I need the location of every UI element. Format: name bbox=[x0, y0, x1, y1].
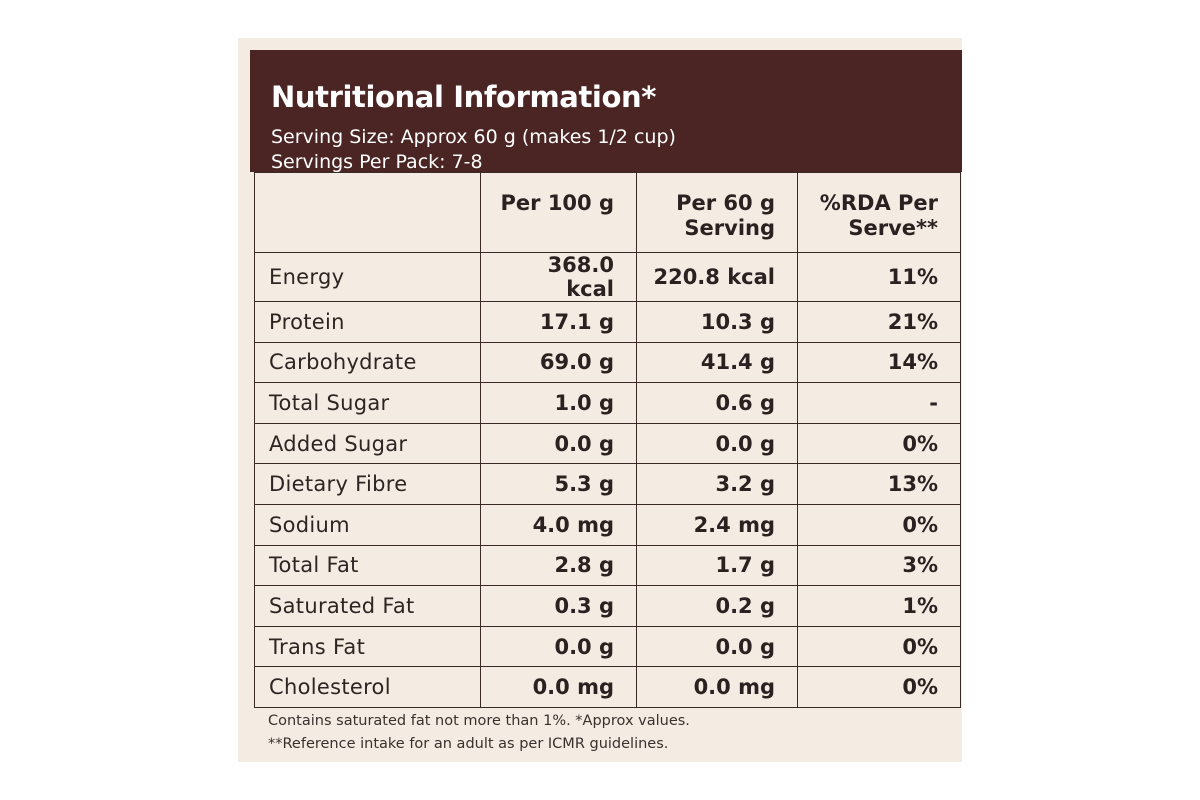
nutrient-name: Saturated Fat bbox=[254, 585, 481, 627]
table-row: Trans Fat 0.0 g 0.0 g 0% bbox=[254, 625, 961, 668]
table-header-row: Per 100 g Per 60 g Serving %RDA Per Serve*… bbox=[254, 172, 961, 253]
table-row: Cholesterol 0.0 mg 0.0 mg 0% bbox=[254, 666, 961, 708]
per-100g-value: 0.0 mg bbox=[480, 666, 637, 708]
nutrition-label: Nutritional Information* Serving Size: A… bbox=[238, 38, 962, 762]
nutrient-name: Added Sugar bbox=[254, 422, 481, 465]
label-title: Nutritional Information* bbox=[271, 80, 657, 114]
per-100g-value: 0.3 g bbox=[480, 585, 637, 627]
per-100g-value: 5.3 g bbox=[480, 463, 637, 505]
table-row: Sodium 4.0 mg 2.4 mg 0% bbox=[254, 503, 961, 546]
nutrient-name: Total Fat bbox=[254, 544, 481, 587]
per-serving-value: 3.2 g bbox=[636, 463, 798, 505]
table-row: Total Fat 2.8 g 1.7 g 3% bbox=[254, 544, 961, 587]
serving-size: Serving Size: Approx 60 g (makes 1/2 cup… bbox=[271, 126, 676, 148]
footnotes: Contains saturated fat not more than 1%.… bbox=[268, 710, 690, 756]
nutrient-name: Protein bbox=[254, 301, 481, 343]
nutrient-name: Cholesterol bbox=[254, 666, 481, 708]
nutrient-name: Carbohydrate bbox=[254, 341, 481, 384]
rda-value: 0% bbox=[797, 666, 961, 708]
rda-value: 11% bbox=[797, 252, 961, 302]
table-row: Total Sugar 1.0 g 0.6 g- bbox=[254, 382, 961, 424]
column-header-per-100g: Per 100 g bbox=[480, 172, 637, 253]
column-header-per-serving: Per 60 g Serving bbox=[636, 172, 798, 253]
nutrient-name: Total Sugar bbox=[254, 382, 481, 424]
nutrient-name: Dietary Fibre bbox=[254, 463, 481, 505]
table-row: Added Sugar 0.0 g 0.0 g 0% bbox=[254, 422, 961, 465]
per-100g-value: 0.0 g bbox=[480, 422, 637, 465]
table-row: Dietary Fibre 5.3 g 3.2 g 13% bbox=[254, 463, 961, 505]
rda-value: 13% bbox=[797, 463, 961, 505]
rda-value: 0% bbox=[797, 625, 961, 668]
rda-value: 3% bbox=[797, 544, 961, 587]
per-serving-value: 1.7 g bbox=[636, 544, 798, 587]
per-serving-value: 10.3 g bbox=[636, 301, 798, 343]
per-serving-value: 0.6 g bbox=[636, 382, 798, 424]
per-100g-value: 1.0 g bbox=[480, 382, 637, 424]
per-serving-value: 0.0 g bbox=[636, 625, 798, 668]
nutrient-name: Trans Fat bbox=[254, 625, 481, 668]
column-header-nutrient bbox=[254, 172, 481, 253]
servings-per-pack: Servings Per Pack: 7-8 bbox=[271, 151, 483, 173]
per-serving-value: 41.4 g bbox=[636, 341, 798, 384]
per-100g-value: 4.0 mg bbox=[480, 503, 637, 546]
per-serving-value: 0.0 mg bbox=[636, 666, 798, 708]
table-row: Protein 17.1 g 10.3 g 21% bbox=[254, 301, 961, 343]
label-header: Nutritional Information* Serving Size: A… bbox=[250, 50, 962, 173]
rda-value: 14% bbox=[797, 341, 961, 384]
footnote-line: Contains saturated fat not more than 1%.… bbox=[268, 713, 690, 729]
per-100g-value: 17.1 g bbox=[480, 301, 637, 343]
nutrient-name: Energy bbox=[254, 252, 481, 302]
nutrition-table: Per 100 g Per 60 g Serving %RDA Per Serve*… bbox=[254, 172, 961, 708]
rda-value: 0% bbox=[797, 503, 961, 546]
per-serving-value: 0.0 g bbox=[636, 422, 798, 465]
table-row: Energy 368.0 kcal 220.8 kcal 11% bbox=[254, 252, 961, 302]
table-row: Saturated Fat 0.3 g 0.2 g 1% bbox=[254, 585, 961, 627]
per-100g-value: 0.0 g bbox=[480, 625, 637, 668]
per-serving-value: 2.4 mg bbox=[636, 503, 798, 546]
per-100g-value: 2.8 g bbox=[480, 544, 637, 587]
column-header-rda: %RDA Per Serve** bbox=[797, 172, 961, 253]
rda-value: 21% bbox=[797, 301, 961, 343]
footnote-line: **Reference intake for an adult as per I… bbox=[268, 736, 669, 752]
per-serving-value: 0.2 g bbox=[636, 585, 798, 627]
nutrient-name: Sodium bbox=[254, 503, 481, 546]
rda-value: 0% bbox=[797, 422, 961, 465]
per-100g-value: 69.0 g bbox=[480, 341, 637, 384]
rda-value: 1% bbox=[797, 585, 961, 627]
per-100g-value: 368.0 kcal bbox=[480, 252, 637, 302]
rda-value: - bbox=[797, 382, 961, 424]
table-row: Carbohydrate 69.0 g 41.4 g 14% bbox=[254, 341, 961, 384]
per-serving-value: 220.8 kcal bbox=[636, 252, 798, 302]
